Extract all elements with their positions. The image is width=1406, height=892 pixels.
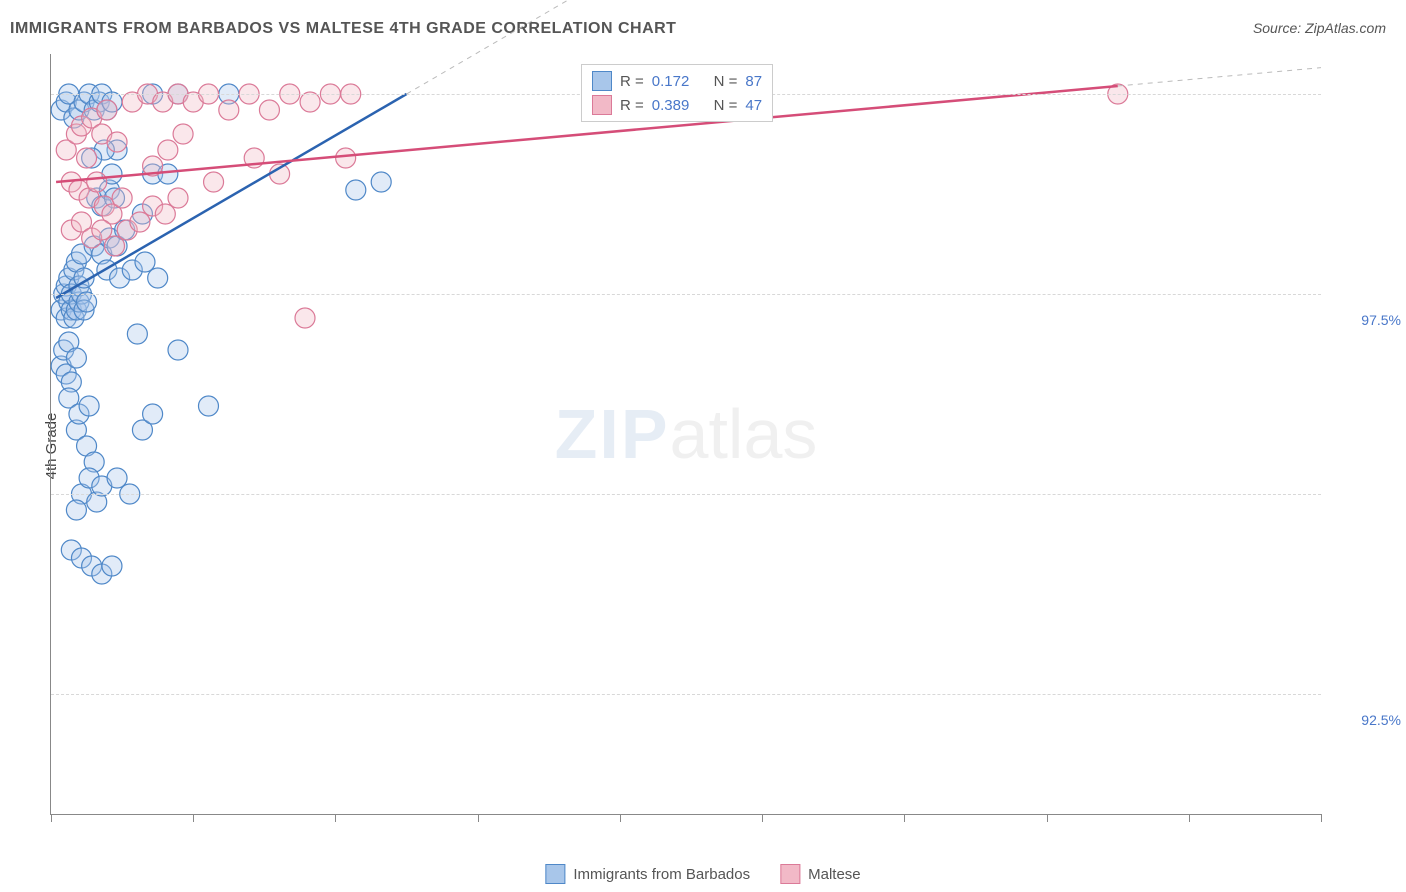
stats-row-maltese: R = 0.389 N = 47: [582, 93, 772, 117]
data-point-barbados: [168, 340, 188, 360]
chart-title: IMMIGRANTS FROM BARBADOS VS MALTESE 4TH …: [10, 20, 676, 38]
data-point-maltese: [130, 212, 150, 232]
data-point-barbados: [102, 556, 122, 576]
legend-item-barbados: Immigrants from Barbados: [545, 864, 750, 884]
stats-r-value-maltese: 0.389: [652, 97, 690, 114]
plot-svg: [51, 54, 1321, 814]
legend-swatch-maltese: [780, 864, 800, 884]
y-tick-label: 97.5%: [1361, 312, 1401, 328]
stats-n-value-barbados: 87: [745, 73, 762, 90]
data-point-barbados: [66, 500, 86, 520]
data-point-maltese: [219, 100, 239, 120]
data-point-barbados: [371, 172, 391, 192]
chart-container: IMMIGRANTS FROM BARBADOS VS MALTESE 4TH …: [0, 0, 1406, 892]
data-point-barbados: [198, 396, 218, 416]
legend-swatch-barbados: [545, 864, 565, 884]
data-point-barbados: [107, 468, 127, 488]
data-point-maltese: [112, 188, 132, 208]
data-point-maltese: [77, 148, 97, 168]
legend-label-maltese: Maltese: [808, 866, 861, 883]
y-tick-label: 92.5%: [1361, 712, 1401, 728]
stats-n-label: N =: [714, 73, 738, 90]
stats-n-label: N =: [714, 97, 738, 114]
data-point-maltese: [168, 188, 188, 208]
data-point-barbados: [148, 268, 168, 288]
data-point-maltese: [87, 172, 107, 192]
plot-area: ZIPatlas 92.5%97.5%R =0.172 N =87R =0.38…: [50, 54, 1321, 815]
data-point-maltese: [92, 220, 112, 240]
data-point-barbados: [143, 404, 163, 424]
data-point-barbados: [127, 324, 147, 344]
stats-swatch-maltese: [592, 95, 612, 115]
data-point-barbados: [135, 252, 155, 272]
data-point-barbados: [77, 292, 97, 312]
data-point-barbados: [346, 180, 366, 200]
legend: Immigrants from Barbados Maltese: [545, 864, 860, 884]
stats-r-value-barbados: 0.172: [652, 73, 690, 90]
trendline-extension-barbados: [407, 0, 1321, 94]
data-point-maltese: [259, 100, 279, 120]
stats-r-label: R =: [620, 97, 644, 114]
legend-label-barbados: Immigrants from Barbados: [573, 866, 750, 883]
stats-n-value-maltese: 47: [745, 97, 762, 114]
stats-box: R = 0.172 N = 87 R = 0.389 N = 47: [581, 64, 773, 122]
stats-swatch-barbados: [592, 71, 612, 91]
data-point-maltese: [204, 172, 224, 192]
data-point-maltese: [173, 124, 193, 144]
source-attribution: Source: ZipAtlas.com: [1253, 20, 1386, 36]
data-point-maltese: [97, 100, 117, 120]
stats-row-barbados: R = 0.172 N = 87: [582, 69, 772, 93]
legend-item-maltese: Maltese: [780, 864, 861, 884]
data-point-barbados: [79, 396, 99, 416]
data-point-maltese: [107, 132, 127, 152]
data-point-barbados: [66, 348, 86, 368]
stats-r-label: R =: [620, 73, 644, 90]
data-point-maltese: [158, 140, 178, 160]
data-point-maltese: [336, 148, 356, 168]
data-point-maltese: [300, 92, 320, 112]
trendline-extension-maltese: [1118, 68, 1321, 86]
data-point-maltese: [295, 308, 315, 328]
data-point-maltese: [155, 204, 175, 224]
data-point-maltese: [105, 236, 125, 256]
